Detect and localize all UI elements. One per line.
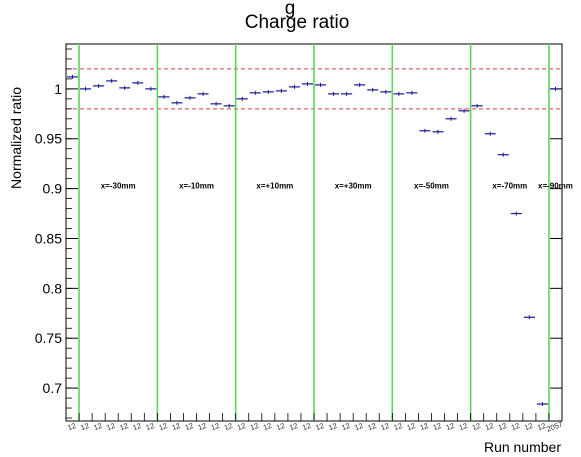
run-label-9: 12 [184, 421, 195, 432]
run-label-29: 12 [445, 421, 456, 432]
region-label-4: x=-50mm [414, 182, 449, 191]
run-label-0: 12 [66, 421, 77, 432]
plot-area: x=-30mm x=-10mm x=+10mm x=+30mm x=-50mm x=-70… [35, 43, 573, 434]
run-label-3: 12 [105, 421, 116, 432]
chart-title: Charge ratio [245, 12, 350, 33]
region-label-3: x=+30mm [335, 182, 372, 191]
y-tick-label-0: 0.7 [43, 380, 63, 396]
run-label-26: 12 [406, 421, 417, 432]
run-label-13: 12 [236, 421, 247, 432]
run-label-2: 12 [92, 421, 103, 432]
y-tick-label-3: 0.85 [35, 230, 62, 246]
region-label-5: x=-70mm [492, 182, 527, 191]
y-tick-label-2: 0.8 [43, 280, 63, 296]
run-label-28: 12 [432, 421, 443, 432]
region-label-6: x=-90mm [538, 182, 573, 191]
run-label-12: 12 [223, 421, 234, 432]
chart-title-partial: g [285, 0, 296, 19]
run-label-34: 12 [510, 421, 521, 432]
run-label-32: 12 [484, 421, 495, 432]
run-label-21: 12 [340, 421, 351, 432]
run-label-22: 12 [353, 421, 364, 432]
run-label-36: 12 [536, 421, 547, 432]
run-label-18: 12 [301, 421, 312, 432]
y-axis-label: Normalized ratio [8, 87, 24, 189]
run-label-37: 2057 [545, 420, 564, 434]
y-tick-label-5: 0.95 [35, 131, 62, 147]
run-label-15: 12 [262, 421, 273, 432]
y-tick-label-4: 0.9 [43, 181, 63, 197]
run-label-35: 12 [523, 421, 534, 432]
run-label-27: 12 [419, 421, 430, 432]
run-label-25: 12 [393, 421, 404, 432]
run-label-10: 12 [197, 421, 208, 432]
run-label-31: 12 [471, 421, 482, 432]
y-tick-label-1: 0.75 [35, 330, 62, 346]
run-label-11: 12 [210, 421, 221, 432]
y-tick-label-6: 1 [54, 81, 62, 97]
run-label-19: 12 [314, 421, 325, 432]
run-label-5: 12 [131, 421, 142, 432]
run-label-33: 12 [497, 421, 508, 432]
run-label-30: 12 [458, 421, 469, 432]
run-label-24: 12 [379, 421, 390, 432]
run-label-8: 12 [171, 421, 182, 432]
run-label-4: 12 [118, 421, 129, 432]
run-label-17: 12 [288, 421, 299, 432]
run-label-6: 12 [145, 421, 156, 432]
x-axis-label: Run number [484, 439, 561, 455]
run-label-23: 12 [366, 421, 377, 432]
run-label-14: 12 [249, 421, 260, 432]
region-label-0: x=-30mm [101, 182, 136, 191]
region-label-1: x=-10mm [179, 182, 214, 191]
run-label-16: 12 [275, 421, 286, 432]
region-label-2: x=+10mm [256, 182, 293, 191]
run-label-1: 12 [79, 421, 90, 432]
run-label-20: 12 [327, 421, 338, 432]
run-label-7: 12 [158, 421, 169, 432]
